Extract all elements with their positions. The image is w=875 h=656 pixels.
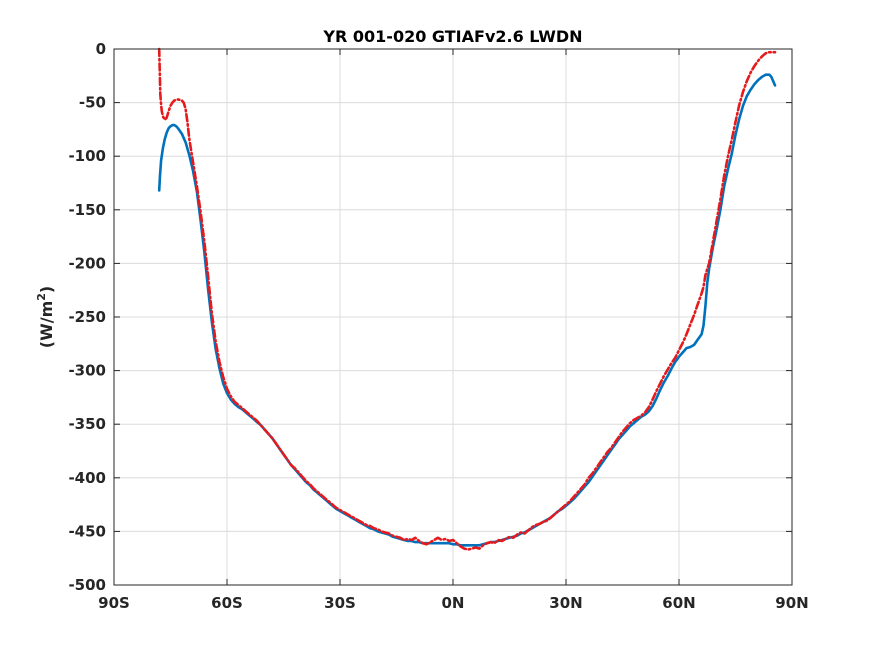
- axis-ticks: [113, 48, 793, 586]
- y-tick-label: -500: [68, 576, 106, 594]
- y-tick-label: -400: [68, 469, 106, 487]
- y-tick-label: -450: [68, 522, 106, 540]
- grid: [114, 49, 792, 585]
- series-layer: [157, 47, 777, 551]
- x-tick-label: 60N: [662, 594, 695, 612]
- y-axis-label-close: ): [37, 286, 56, 293]
- y-axis-label-superscript: 2: [35, 293, 48, 301]
- x-tick-label: 30S: [324, 594, 356, 612]
- y-axis-tick-labels: 0 -50 -100 -150 -200 -250 -300 -350 -400 -450 -500: [68, 40, 106, 594]
- x-tick-label: 90S: [98, 594, 130, 612]
- y-axis-label-base: (W/m: [37, 301, 56, 348]
- y-tick-label: 0: [96, 40, 106, 58]
- y-tick-label: -350: [68, 415, 106, 433]
- y-tick-label: -150: [68, 201, 106, 219]
- y-tick-label: -300: [68, 362, 106, 380]
- y-axis-label: (W/m2): [35, 286, 56, 348]
- x-tick-label: 90N: [775, 594, 808, 612]
- y-tick-label: -50: [79, 94, 106, 112]
- y-tick-label: -250: [68, 308, 106, 326]
- chart-title: YR 001-020 GTIAFv2.6 LWDN: [322, 27, 582, 46]
- x-axis-tick-labels: 90S 60S 30S 0N 30N 60N 90N: [98, 594, 809, 612]
- y-tick-label: -100: [68, 147, 106, 165]
- series-line-dashed-red: [157, 47, 777, 551]
- x-tick-label: 0N: [442, 594, 465, 612]
- x-tick-label: 60S: [211, 594, 243, 612]
- y-tick-label: -200: [68, 254, 106, 272]
- x-tick-label: 30N: [549, 594, 582, 612]
